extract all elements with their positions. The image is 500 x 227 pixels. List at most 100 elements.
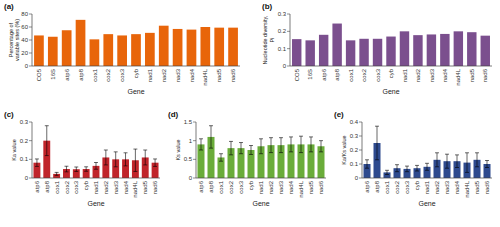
y-tick-label: 1	[189, 138, 193, 144]
x-tick-label: CO5	[294, 68, 300, 81]
panel-title: (d)	[168, 110, 179, 119]
error-bar	[153, 159, 157, 166]
x-tick-label: cox1	[384, 180, 390, 193]
x-tick-label: nad1	[93, 180, 99, 194]
x-tick-label: 16S	[50, 69, 56, 80]
bar	[76, 20, 86, 66]
x-axis	[290, 66, 492, 67]
y-axis-label: Nucleotide diversity,Pi	[262, 15, 275, 64]
x-tick-label: CO5	[36, 68, 42, 81]
bar	[90, 39, 100, 66]
x-tick-label: nad3	[429, 68, 435, 82]
error-bar	[239, 143, 243, 154]
x-tick-label: atp6	[64, 68, 70, 80]
y-tick-label: 80	[21, 11, 28, 17]
x-tick-label: nad5	[308, 180, 314, 194]
y-tick	[29, 27, 32, 28]
x-tick-label: nad5	[216, 68, 222, 82]
bar	[305, 40, 314, 66]
panel: 00.511.5atp6atp8cox1cox2cox3cybnad1nad2n…	[168, 110, 326, 207]
panel: 020406080CO516Satp6atp8cox1cox2cox3cybna…	[4, 2, 240, 95]
bar	[103, 34, 113, 66]
x-tick-label: nad3	[444, 180, 450, 194]
y-tick	[359, 164, 362, 165]
plot-area	[364, 126, 491, 178]
y-axis-label-line: Percentage of	[8, 22, 14, 57]
error-bar	[279, 138, 283, 153]
y-tick	[359, 150, 362, 151]
x-tick-label: cox1	[92, 68, 98, 81]
y-axis	[32, 122, 33, 178]
bar	[173, 29, 183, 66]
x-tick-label: cyb	[83, 180, 89, 190]
error-bar	[104, 150, 108, 165]
y-tick-label: 0.2	[20, 138, 29, 144]
plot-area	[33, 126, 158, 178]
x-tick-label: nad2	[434, 180, 440, 194]
x-tick-label: cox1	[54, 180, 60, 193]
error-bar	[209, 126, 213, 148]
bar	[373, 39, 382, 66]
panel: 00.10.20.3CO516Satp6atp8cox1cox2cox3cybn…	[262, 2, 492, 95]
panel: 00.10.20.3atp6atp8cox1cox2cox3cybnad1nad…	[4, 110, 160, 207]
y-tick-label: 0.3	[278, 11, 287, 17]
x-tick-label: cox2	[64, 180, 70, 193]
error-bar	[143, 150, 147, 165]
x-tick-label: nad4L	[464, 180, 470, 197]
y-tick	[29, 159, 32, 160]
y-tick	[287, 14, 290, 15]
y-tick	[29, 66, 32, 67]
y-tick	[29, 178, 32, 179]
error-bar	[74, 167, 78, 171]
y-tick	[29, 140, 32, 141]
y-tick	[287, 48, 290, 49]
x-tick-label: nad5	[142, 180, 148, 194]
y-tick	[193, 159, 196, 160]
x-tick-label: nad5	[469, 68, 475, 82]
x-tick-label: nad6	[484, 180, 490, 194]
y-tick-label: 40	[21, 37, 28, 43]
bar	[481, 36, 490, 66]
y-axis	[196, 122, 197, 178]
x-tick-label: nad4L	[298, 180, 304, 197]
error-bar	[259, 139, 263, 154]
y-axis-label-line: Nucleotide diversity,	[262, 15, 268, 64]
bar	[454, 31, 463, 66]
y-axis-label-line: variable sites (%)	[14, 19, 20, 61]
x-tick-label: cox3	[73, 180, 79, 193]
x-tick-label: cox2	[361, 68, 367, 81]
x-tick-label: nad5	[474, 180, 480, 194]
x-tick-label: cyb	[133, 68, 139, 78]
panel-title: (b)	[262, 2, 273, 11]
error-bar	[425, 163, 429, 170]
error-bar	[375, 126, 379, 160]
y-tick	[287, 31, 290, 32]
x-tick-label: atp6	[321, 68, 327, 80]
y-axis	[32, 14, 33, 66]
y-axis-label: Ka/Ks value	[341, 135, 347, 164]
x-tick-label: nad2	[103, 180, 109, 194]
bar	[427, 34, 436, 66]
error-bar	[55, 172, 59, 175]
bar	[145, 33, 155, 66]
bar	[187, 30, 197, 66]
y-tick-label: 0.4	[350, 119, 359, 125]
x-tick-label: cox3	[238, 180, 244, 193]
error-bar	[385, 170, 389, 174]
x-tick-label: cox1	[218, 180, 224, 193]
y-tick-label: 20	[21, 50, 28, 56]
x-tick-label: 16S	[307, 69, 313, 80]
x-tick-label: atp8	[208, 180, 214, 192]
x-tick-label: cox2	[394, 180, 400, 193]
error-bar	[485, 161, 489, 168]
y-tick	[29, 14, 32, 15]
x-axis-label: Gene	[252, 200, 269, 207]
y-tick-label: 0.1	[350, 161, 359, 167]
x-tick-label: nad1	[402, 68, 408, 82]
y-tick	[29, 40, 32, 41]
plot-area	[34, 20, 238, 66]
x-tick-label: nad6	[152, 180, 158, 194]
error-bar	[455, 155, 459, 168]
y-axis	[290, 14, 291, 66]
bar	[48, 37, 58, 66]
